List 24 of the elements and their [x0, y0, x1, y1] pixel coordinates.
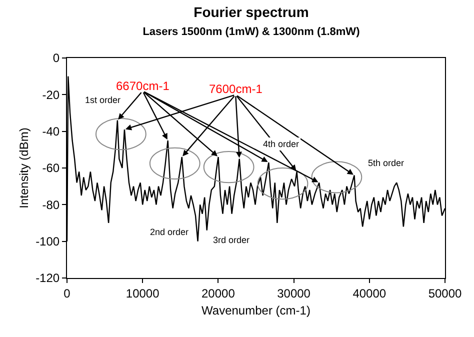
x-tick-label: 10000 — [126, 286, 160, 300]
x-tick-label: 0 — [64, 286, 71, 300]
annotation: 7600cm-1 — [209, 82, 263, 96]
annotation: 4th order — [263, 139, 300, 149]
y-axis-title: Intensity (dBm) — [16, 128, 31, 208]
annotation: 5th order — [368, 158, 404, 168]
chart-subtitle: Lasers 1500nm (1mW) & 1300nm (1.8mW) — [142, 26, 360, 38]
y-tick-label: -40 — [42, 124, 60, 139]
y-tick-label: -100 — [36, 234, 60, 249]
y-tick-label: -20 — [42, 88, 60, 102]
x-axis-title: Wavenumber (cm-1) — [202, 303, 310, 318]
y-tick-label: 0 — [52, 51, 60, 66]
y-tick-label: -120 — [36, 271, 60, 286]
x-tick-label: 30000 — [277, 286, 311, 300]
x-tick-label: 50000 — [428, 286, 462, 300]
annotation: 1st order — [85, 95, 121, 105]
y-tick-label: -80 — [42, 198, 60, 212]
x-tick-label: 40000 — [352, 286, 386, 300]
annotation: 2nd order — [150, 227, 189, 237]
x-tick-label: 20000 — [202, 286, 236, 300]
annotation: 6670cm-1 — [116, 79, 170, 93]
y-tick-label: -60 — [42, 161, 60, 176]
annotation: 3rd order — [213, 235, 250, 245]
chart-title: Fourier spectrum — [194, 4, 309, 20]
